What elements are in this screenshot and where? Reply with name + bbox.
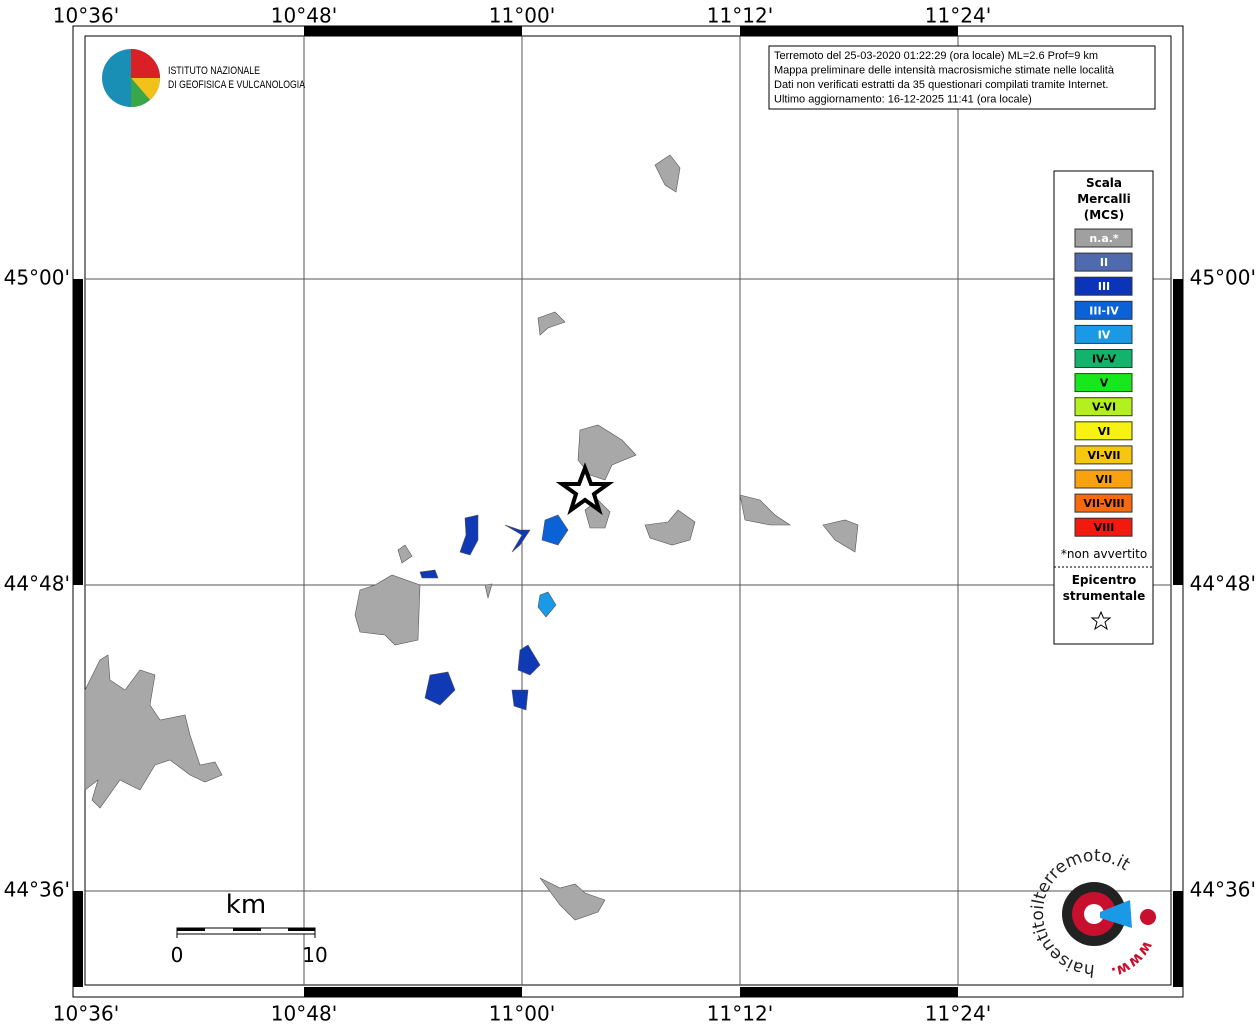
legend-label: VII-VIII (1083, 497, 1124, 510)
info-line: Ultimo aggiornamento: 16-12-2025 11:41 (… (774, 94, 1032, 106)
legend-label: IV-V (1092, 353, 1117, 366)
legend-swatch (1074, 228, 1133, 248)
info-line: Dati non verificati estratti da 35 quest… (774, 79, 1108, 91)
lon-label: 10°48' (271, 4, 337, 28)
lat-label: 45°00' (4, 266, 70, 290)
legend-title: Mercalli (1077, 192, 1131, 206)
ingv-logo-part (131, 78, 150, 108)
legend-swatch (1074, 300, 1133, 320)
legend-epicenter-symbol (1090, 610, 1112, 631)
lon-label: 10°48' (271, 1002, 337, 1024)
lat-label: 44°36' (1190, 878, 1256, 902)
legend-swatch (1074, 373, 1133, 393)
legend-swatch (1074, 469, 1133, 489)
legend-label: VI-VII (1087, 449, 1120, 462)
legend-label: III (1098, 280, 1110, 293)
lon-label: 11°12' (707, 4, 773, 28)
legend-swatch (1074, 276, 1133, 296)
legend-label: n.a.* (1089, 232, 1119, 245)
lon-label: 11°00' (489, 4, 555, 28)
lon-label: 11°24' (925, 4, 991, 28)
scale-label: 10 (302, 943, 327, 967)
info-line: Terremoto del 25-03-2020 01:22:29 (ora l… (774, 50, 1098, 62)
legend-swatch (1074, 349, 1133, 368)
legend-epicenter: strumentale (1063, 589, 1146, 603)
legend-title: (MCS) (1084, 208, 1125, 222)
lon-label: 11°12' (707, 1002, 773, 1024)
legend-label: III-IV (1089, 304, 1119, 317)
legend-swatch (1074, 421, 1133, 441)
hsit-logo-part (1084, 904, 1104, 924)
info-box (768, 45, 1156, 110)
lat-label: 44°48' (4, 572, 70, 596)
legend-swatch (1074, 493, 1133, 513)
scale-label: 0 (171, 943, 184, 967)
legend-swatch (1074, 397, 1133, 417)
legend-note: *non avvertito (1061, 547, 1147, 561)
lon-label: 10°36' (53, 4, 119, 28)
lon-label: 11°24' (925, 1002, 991, 1024)
legend-label: V-VI (1092, 401, 1116, 414)
lat-label: 44°36' (4, 878, 70, 902)
scale-unit: km (226, 890, 266, 920)
epicenter (555, 462, 615, 516)
legend-epicenter: Epicentro (1072, 573, 1137, 587)
ingv-logo-part (131, 49, 160, 78)
hsit-logo-part (1100, 900, 1132, 928)
legend-label: VIII (1094, 521, 1115, 534)
legend-label: V (1100, 377, 1109, 390)
localities (84, 154, 859, 921)
ingv-text: ISTITUTO NAZIONALE (168, 65, 260, 77)
lon-label: 11°00' (489, 1002, 555, 1024)
legend-label: VII (1096, 473, 1113, 486)
lat-label: 45°00' (1190, 266, 1256, 290)
map-area (84, 35, 1172, 986)
legend-label: II (1100, 256, 1108, 269)
ingv-logo-part (131, 78, 161, 100)
legend-label: VI (1098, 425, 1111, 438)
hsit-logo-part (1140, 909, 1156, 925)
legend-title: Scala (1086, 176, 1122, 190)
legend-label: IV (1098, 328, 1111, 341)
lon-label: 10°36' (53, 1002, 119, 1024)
legend-swatch (1074, 445, 1133, 465)
legend-swatch (1074, 324, 1133, 344)
legend-swatch (1074, 517, 1133, 537)
info-line: Mappa preliminare delle intensità macros… (774, 65, 1115, 77)
legend-swatch (1074, 252, 1133, 272)
ingv-text: DI GEOFISICA E VULCANOLOGIA (168, 79, 306, 91)
lat-label: 44°48' (1190, 572, 1256, 596)
graticule (85, 36, 1171, 985)
scale-bar (176, 927, 316, 938)
frame (72, 25, 1184, 998)
